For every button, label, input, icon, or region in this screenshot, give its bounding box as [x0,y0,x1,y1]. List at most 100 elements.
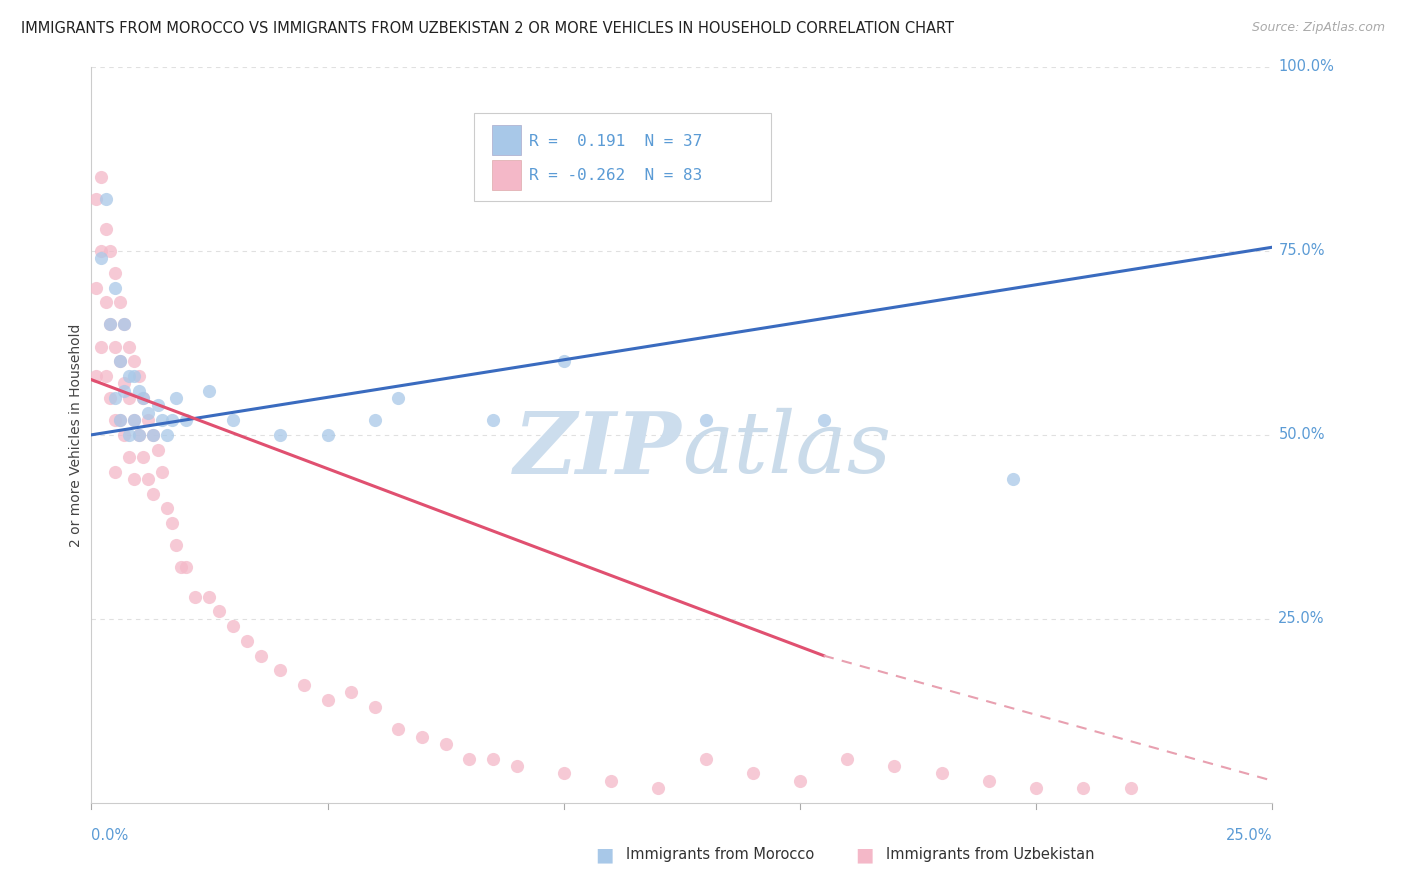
Point [165,538,187,552]
Point [114,318,136,332]
Point [695,413,717,427]
Point [269,427,291,442]
Point [94,369,117,384]
Text: ■: ■ [595,846,614,864]
Point [146,398,169,412]
Point [174,560,197,574]
Point [104,340,127,354]
Point [136,413,159,427]
Point [108,413,131,427]
Point [136,406,159,420]
Point [142,427,165,442]
Point [118,340,141,354]
Text: 50.0%: 50.0% [1278,427,1324,442]
Point [364,413,387,427]
Y-axis label: 2 or more Vehicles in Household: 2 or more Vehicles in Household [69,323,83,547]
Point [316,692,339,706]
Point [90,170,112,185]
Point [364,700,387,714]
Point [482,751,505,765]
Point [128,384,150,398]
Point [250,648,273,663]
Point [1073,781,1095,796]
Text: R =  0.191  N = 37: R = 0.191 N = 37 [529,134,702,149]
Point [118,369,141,384]
Point [94,193,117,207]
Point [387,391,409,405]
Point [136,472,159,486]
Point [98,391,121,405]
Point [122,369,145,384]
Point [104,465,127,479]
Point [931,766,953,780]
Point [122,413,145,427]
Point [269,664,291,678]
Point [553,766,575,780]
Point [170,560,193,574]
Point [108,354,131,368]
Point [150,465,173,479]
Point [160,413,183,427]
Point [150,413,173,427]
Point [553,354,575,368]
Point [122,413,145,427]
Point [813,413,835,427]
Point [108,295,131,310]
Point [160,516,183,530]
Point [411,730,433,744]
Point [128,427,150,442]
Point [387,723,409,737]
Point [600,773,623,788]
Text: 0.0%: 0.0% [91,828,128,843]
Point [458,751,481,765]
Point [104,266,127,280]
Text: Source: ZipAtlas.com: Source: ZipAtlas.com [1251,21,1385,34]
Point [184,590,207,604]
Point [108,413,131,427]
Point [340,685,363,699]
Point [90,244,112,258]
Point [128,427,150,442]
Point [789,773,811,788]
Point [122,472,145,486]
Point [198,384,221,398]
Point [222,413,245,427]
Point [142,427,165,442]
Text: IMMIGRANTS FROM MOROCCO VS IMMIGRANTS FROM UZBEKISTAN 2 OR MORE VEHICLES IN HOUS: IMMIGRANTS FROM MOROCCO VS IMMIGRANTS FR… [21,21,955,36]
Point [114,376,136,391]
Point [198,590,221,604]
Text: atlas: atlas [682,409,891,491]
Point [132,391,155,405]
Text: ZIP: ZIP [515,408,682,491]
Point [98,244,121,258]
Point [104,391,127,405]
Point [1025,781,1047,796]
Point [104,413,127,427]
Point [114,318,136,332]
Point [695,751,717,765]
Point [84,193,107,207]
Point [94,295,117,310]
Point [236,633,259,648]
Point [977,773,1000,788]
Point [132,450,155,464]
Point [883,759,905,773]
Point [118,450,141,464]
Text: 75.0%: 75.0% [1278,244,1324,259]
Point [482,413,505,427]
Text: 25.0%: 25.0% [1226,828,1272,843]
Point [434,737,457,751]
Point [292,678,315,692]
Point [647,781,669,796]
Point [118,391,141,405]
Text: R = -0.262  N = 83: R = -0.262 N = 83 [529,168,702,183]
Point [156,501,179,516]
Point [114,427,136,442]
Text: ■: ■ [855,846,875,864]
Text: 100.0%: 100.0% [1278,60,1334,74]
Point [98,318,121,332]
Point [90,340,112,354]
Point [114,384,136,398]
Point [84,281,107,295]
Point [1119,781,1142,796]
